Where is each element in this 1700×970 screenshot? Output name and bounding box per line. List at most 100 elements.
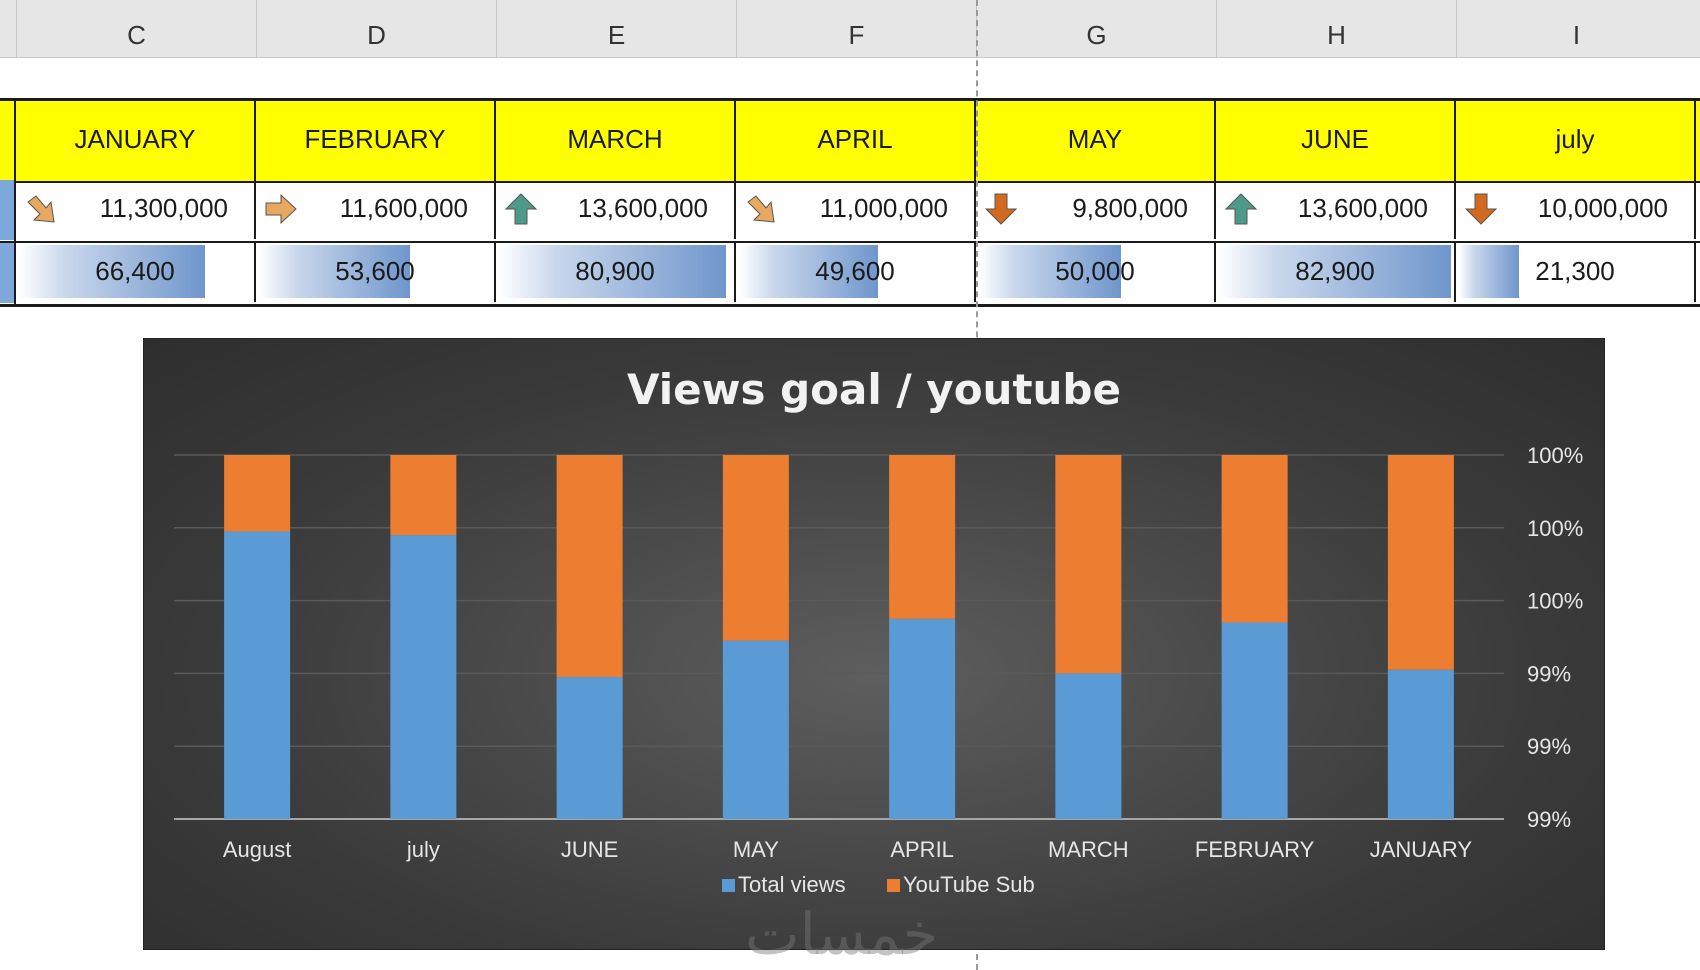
bar-total-views	[1221, 622, 1288, 819]
month-cell[interactable]: JANUARY	[16, 101, 256, 178]
data-bar	[19, 245, 205, 298]
month-header-row: JANUARY FEBRUARY MARCH APRIL MAY JUNE july	[0, 98, 1700, 183]
views-value: 13,600,000	[1297, 193, 1428, 223]
views-value: 11,300,000	[99, 193, 228, 223]
month-cell[interactable]: july	[1456, 101, 1696, 178]
bar-total-views	[722, 640, 789, 819]
views-cell[interactable]: 10,000,000	[1456, 178, 1696, 239]
month-cell[interactable]: JUNE	[1216, 101, 1456, 178]
views-value: 11,000,000	[819, 193, 948, 223]
bar-total-views	[1387, 669, 1454, 819]
legend-label: YouTube Sub	[903, 872, 1035, 897]
subscribers-cell[interactable]: 80,900	[496, 241, 736, 302]
bar-total-views	[1055, 673, 1122, 819]
bar-youtube-sub	[556, 455, 623, 678]
arrow-down-icon	[984, 193, 1018, 225]
chart-title: Views goal / youtube	[627, 365, 1121, 414]
subscribers-value: 82,900	[1295, 256, 1375, 286]
x-category-label: july	[406, 837, 440, 862]
bar-youtube-sub	[390, 455, 457, 536]
views-value: 10,000,000	[1537, 193, 1668, 223]
bar-youtube-sub	[889, 455, 956, 619]
watermark: خمسات	[745, 900, 939, 968]
column-header-g[interactable]: G	[976, 0, 1216, 57]
x-category-label: MARCH	[1048, 837, 1129, 862]
table-left-border	[14, 98, 16, 304]
x-category-label: JANUARY	[1370, 837, 1473, 862]
cell-stub-left[interactable]	[0, 243, 14, 303]
bar-youtube-sub	[722, 455, 789, 641]
month-cell[interactable]: MARCH	[496, 101, 736, 178]
column-header-i[interactable]: I	[1456, 0, 1696, 57]
views-cell[interactable]: 9,800,000	[976, 178, 1216, 239]
bar-youtube-sub	[1221, 455, 1288, 623]
arrow-down-right-icon	[747, 195, 775, 223]
y-tick-label: 100%	[1527, 443, 1583, 468]
cell-stub-left[interactable]	[0, 180, 14, 240]
views-value: 9,800,000	[1072, 193, 1188, 223]
views-cell[interactable]: 13,600,000	[1216, 178, 1456, 239]
bar-total-views	[889, 618, 956, 819]
x-category-label: APRIL	[890, 837, 954, 862]
legend-swatch	[887, 879, 900, 892]
subscribers-value: 66,400	[95, 256, 175, 286]
data-bar	[499, 245, 726, 298]
subscribers-value: 21,300	[1535, 256, 1615, 286]
y-tick-label: 99%	[1527, 734, 1571, 759]
x-category-label: MAY	[733, 837, 779, 862]
subscribers-cell[interactable]: 82,900	[1216, 241, 1456, 302]
views-goal-chart[interactable]: Views goal / youtube 100% 100% 100% 99% 99% 99…	[144, 339, 1604, 949]
column-header-h[interactable]: H	[1216, 0, 1456, 57]
data-bar	[1219, 245, 1451, 298]
month-cell[interactable]: MAY	[976, 101, 1216, 178]
subscribers-value: 49,600	[815, 256, 895, 286]
arrow-up-icon	[504, 193, 538, 225]
subscribers-cell[interactable]: 21,300	[1456, 241, 1696, 302]
data-bar	[259, 245, 410, 298]
views-value: 11,600,000	[339, 193, 468, 223]
views-value: 13,600,000	[577, 193, 708, 223]
subscribers-cell[interactable]: 50,000	[976, 241, 1216, 302]
subscribers-cell[interactable]: 49,600	[736, 241, 976, 302]
column-header-f[interactable]: F	[736, 0, 976, 57]
subscribers-cell[interactable]: 66,400	[16, 241, 256, 302]
data-bar	[1459, 245, 1519, 298]
x-category-label: FEBRUARY	[1195, 837, 1315, 862]
month-cell[interactable]: FEBRUARY	[256, 101, 496, 178]
chart-container[interactable]: Views goal / youtube 100% 100% 100% 99% 99% 99…	[143, 338, 1605, 950]
x-category-label: August	[223, 837, 292, 862]
y-tick-label: 99%	[1527, 661, 1571, 686]
subscribers-value: 80,900	[575, 256, 655, 286]
bar-total-views	[556, 677, 623, 819]
subscribers-value: 50,000	[1055, 256, 1135, 286]
bar-youtube-sub	[224, 455, 291, 532]
y-tick-label: 99%	[1527, 807, 1571, 832]
bar-youtube-sub	[1387, 455, 1454, 670]
column-header-c[interactable]: C	[16, 0, 256, 57]
bar-youtube-sub	[1055, 455, 1122, 674]
y-tick-label: 100%	[1527, 516, 1583, 541]
column-header-d[interactable]: D	[256, 0, 496, 57]
arrow-up-icon	[1224, 193, 1258, 225]
arrow-down-right-icon	[27, 195, 55, 223]
column-header-e[interactable]: E	[496, 0, 736, 57]
views-cell[interactable]: 13,600,000	[496, 178, 736, 239]
y-tick-label: 100%	[1527, 589, 1583, 614]
views-cell[interactable]: 11,300,000	[16, 178, 256, 239]
arrow-right-icon	[265, 193, 297, 225]
subscribers-row: 66,400 53,600 80,900 49,600 50,000 82,900 21,3…	[0, 241, 1700, 307]
views-cell[interactable]: 11,000,000	[736, 178, 976, 239]
data-bar	[979, 245, 1121, 298]
subscribers-cell[interactable]: 53,600	[256, 241, 496, 302]
legend-swatch	[722, 879, 735, 892]
legend-label: Total views	[738, 872, 846, 897]
month-cell[interactable]: APRIL	[736, 101, 976, 178]
views-cell[interactable]: 11,600,000	[256, 178, 496, 239]
x-category-label: JUNE	[561, 837, 618, 862]
views-row: 11,300,000 11,600,000 13,600,000 11,000,000…	[0, 178, 1700, 243]
arrow-down-icon	[1464, 193, 1498, 225]
data-bar	[739, 245, 878, 298]
subscribers-value: 53,600	[335, 256, 415, 286]
bar-total-views	[224, 531, 291, 819]
